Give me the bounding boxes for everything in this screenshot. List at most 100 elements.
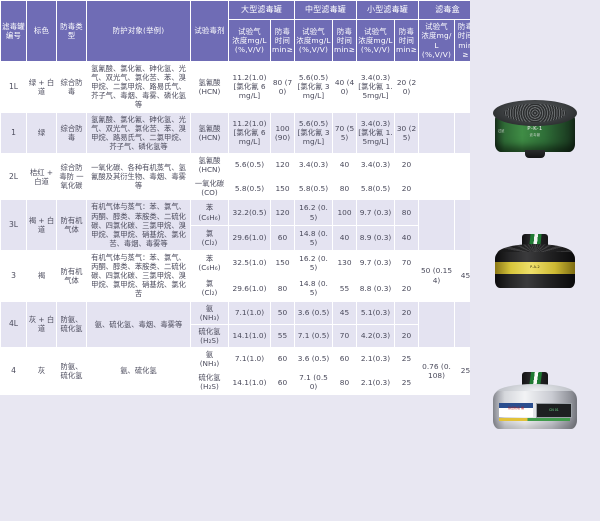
sub-conc-line1: 试验气: [364, 26, 387, 36]
cell-small-time: 20 (20): [394, 61, 419, 113]
agent-name: 硫化氢: [198, 373, 221, 383]
agent-formula: (H₂S): [200, 335, 219, 345]
cell-large-conc: 14.1(1.0): [228, 370, 271, 395]
cell-color-mark: 绿: [26, 111, 57, 154]
cell-medium-time: 130: [332, 249, 357, 277]
agent-formula: (Cl₂): [201, 288, 218, 298]
cell-protect-object: 氢氰酸、氯化氰、砷化氢、光气、双光气、氯化苦、苯、溴甲烷、二氯甲烷、路易氏气、芥…: [86, 61, 191, 113]
cell-small-time: 70: [394, 249, 419, 277]
agent-name: 氢氰酸: [198, 155, 221, 165]
cell-small-conc: 8.9 (0.3): [356, 224, 395, 251]
cell-small-conc: 5.8(0.5): [356, 176, 395, 201]
sub-time-line3: min≥: [334, 45, 355, 55]
cell-protect-type: 综合防毒: [56, 61, 87, 113]
cell-test-agent: 氯 (Cl₂): [190, 275, 229, 302]
th-small-conc: 试验气 浓度mg/L (%,V/V): [356, 19, 395, 62]
cell-protect-type: 综合防毒: [56, 111, 87, 154]
table-body: 1L 绿 + 白道 综合防毒 氢氰酸、氯化氰、砷化氢、光气、双光气、氯化苦、苯、溴甲烷…: [0, 61, 478, 395]
canister-label-text: P-K-1: [527, 126, 543, 132]
canister-color-strip: [499, 418, 570, 421]
cell-large-conc: 11.2(1.0) [氯化氰 6mg/L]: [228, 111, 271, 154]
cell-medium-time: 55: [332, 275, 357, 302]
agent-formula: (HCN): [198, 132, 221, 142]
cell-protect-object: 氢氰酸、氯化氰、砷化氢、光气、双光气、氯化苦、苯、溴甲烷、路易氏气、二氯甲烷、芥…: [86, 111, 191, 154]
cell-test-agent: 苯 (C₆H₆): [190, 249, 229, 277]
cell-box-conc: 50 (0.154): [418, 249, 455, 302]
cell-color-mark: 褐 + 白道: [26, 199, 57, 251]
cell-color-mark: 灰: [26, 346, 57, 395]
agent-name: 氨: [205, 303, 214, 313]
cell-medium-conc: 16.2 (0.5): [294, 249, 333, 277]
cell-box-conc: 0.76 (0.108): [418, 346, 455, 395]
cell-small-conc: 3.4(0.3) [氯化氰 1.5mg/L]: [356, 61, 395, 113]
th-large-time: 防毒 时间 min≥: [270, 19, 295, 62]
cell-medium-conc: 3.6 (0.5): [294, 346, 333, 372]
table-row: 4L 灰 + 白道 防氨、硫化氢 氨、硫化氢、毒烟、毒雾等氨 (NH₃) 7.1(1.0)…: [0, 300, 478, 348]
cell-protect-type: 防有机气体: [56, 199, 87, 251]
cell-small-conc: 4.2(0.3): [356, 323, 395, 348]
cell-medium-conc: 5.8(0.5): [294, 176, 333, 201]
cell-medium-time: 80: [332, 370, 357, 395]
cell-medium-conc: 16.2 (0.5): [294, 199, 333, 226]
header-row-groups: 滤毒罐编号 标色 防毒类型 防护对象(举例) 试验毒剂 大型滤毒罐 中型滤毒罐 …: [0, 0, 478, 62]
cell-large-conc: 14.1(1.0): [228, 323, 271, 348]
cell-small-time: 40: [394, 224, 419, 251]
agent-formula: (Cl₂): [201, 237, 218, 247]
sub-time-line3: min≥: [458, 40, 473, 59]
agent-formula: (HCN): [198, 86, 221, 96]
cell-test-agent: 硫化氢 (H₂S): [190, 370, 229, 395]
cell-box-conc: [418, 61, 455, 113]
cell-large-conc: 32.5(1.0): [228, 249, 271, 277]
cell-protect-type: 防氨、硫化氢: [56, 346, 87, 395]
th-canister-no: 滤毒罐编号: [0, 0, 27, 62]
cell-small-conc: 3.4(0.3) [氯化氰 1.5mg/L]: [356, 111, 395, 154]
sub-conc-line1: 试验气: [302, 26, 325, 36]
sub-conc-line3: (%,V/V): [421, 49, 452, 59]
table-row: 3L 褐 + 白道 防有机气体 有机气体与蒸气：苯、氯气、丙酮、醇类、苯胺类、二硫化碳…: [0, 199, 478, 251]
cell-small-time: 25: [394, 346, 419, 372]
cell-box-conc: [418, 300, 455, 348]
cell-large-conc: 5.8(0.5): [228, 176, 271, 201]
agent-name: 苯: [205, 253, 214, 263]
cell-canister-no: 4: [0, 346, 27, 395]
sub-time-line1: 防毒: [457, 22, 474, 31]
photo-silver-canister: 综合防毒 罐 CN 01: [470, 338, 600, 466]
th-group-large: 大型滤毒罐: [228, 0, 295, 20]
cell-test-agent: 氨 (NH₃): [190, 300, 229, 325]
cell-canister-no: 2L: [0, 152, 27, 201]
th-group-box: 滤毒盒: [417, 0, 478, 20]
sub-time-line2: 时间: [398, 35, 415, 45]
agent-formula: (CO): [201, 188, 218, 198]
cell-medium-conc: 14.8 (0.5): [294, 224, 333, 251]
cell-medium-time: 45: [332, 300, 357, 325]
cell-medium-time: 60: [332, 346, 357, 372]
cell-protect-object: 有机气体与蒸气：苯、氯气、丙酮、醇类、苯胺类、二硫化碳、四氯化碳、三氯甲烷、溴甲…: [86, 249, 191, 302]
photo-yellow-band-canister: P-A-2: [470, 200, 600, 325]
cell-test-agent: 硫化氢 (H₂S): [190, 323, 229, 348]
cell-test-agent: 氯 (Cl₂): [190, 224, 229, 251]
th-group-medium: 中型滤毒罐: [294, 0, 357, 20]
cell-canister-no: 1L: [0, 61, 27, 113]
cell-large-time: 60: [270, 370, 295, 395]
sub-time-line3: min≥: [396, 45, 417, 55]
cell-large-time: 50: [270, 300, 295, 325]
cell-protect-object: 有机气体与蒸气：苯、氯气、丙酮、醇类、苯胺类、二硫化碳、四氯化碳、三氯甲烷、溴甲…: [86, 199, 191, 251]
th-box-conc: 试验气 浓度mg/L (%,V/V): [418, 19, 455, 62]
cell-medium-conc: 7.1 (0.5): [294, 323, 333, 348]
product-photo-column: 过滤 P-K-1 滤毒罐 P-A-2: [470, 0, 600, 521]
cell-medium-conc: 5.6(0.5) [氯化氰 3mg/L]: [294, 111, 333, 154]
cell-medium-conc: 7.1 (0.50): [294, 370, 333, 395]
cell-color-mark: 灰 + 白道: [26, 300, 57, 348]
canister-side-text: 过滤: [498, 129, 505, 133]
cell-large-time: 120: [270, 199, 295, 226]
cell-test-agent: 氢氰酸 (HCN): [190, 111, 229, 154]
cell-color-mark: 褐: [26, 249, 57, 302]
canister-label: P-K-1 滤毒罐: [509, 126, 561, 137]
cell-small-conc: 2.1(0.3): [356, 370, 395, 395]
yellow-band: [495, 261, 575, 274]
th-large-conc: 试验气 浓度mg/L (%,V/V): [228, 19, 271, 62]
table-row: 2L 桔红 + 白道 综合防毒防 一氧化碳 一氧化碳、各种有机蒸气、氢氰酸及其衍生物、…: [0, 152, 478, 201]
cell-small-conc: 3.4(0.3): [356, 152, 395, 178]
sub-time-line1: 防毒: [336, 26, 353, 36]
